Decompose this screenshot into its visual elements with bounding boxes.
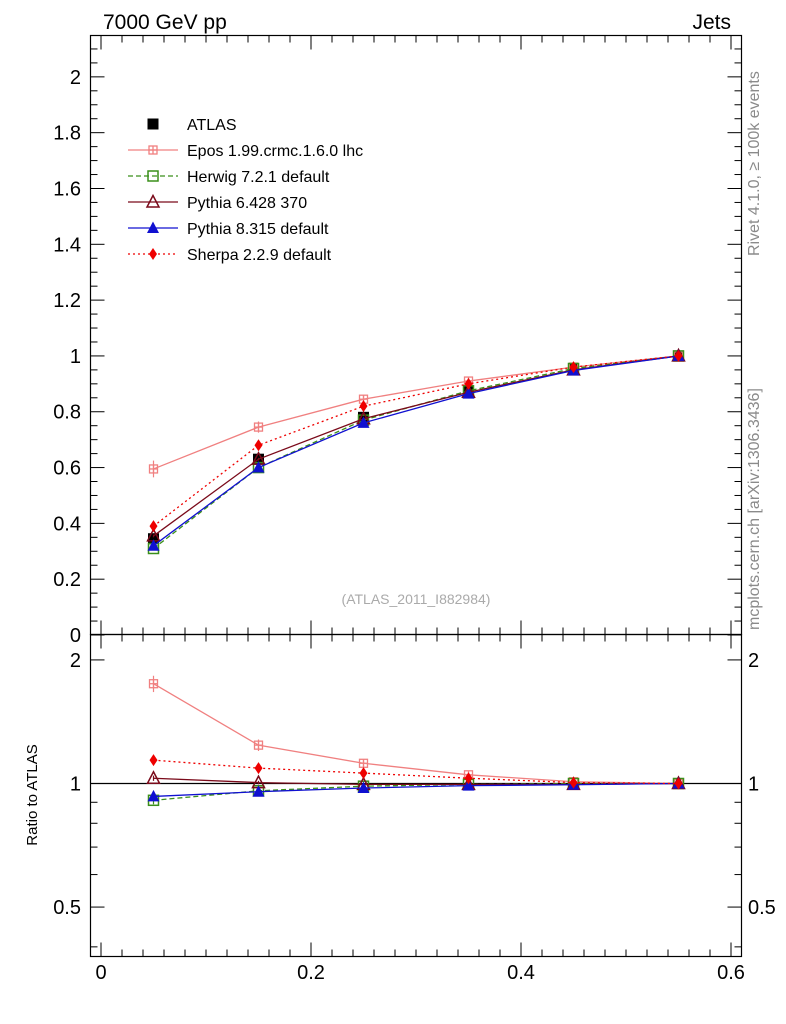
series-herwig (147, 350, 685, 555)
ratio-data-point (149, 754, 158, 767)
ratio-data-point (464, 772, 473, 785)
mcplots-reference-label: mcplots.cern.ch [arXiv:1306.3436] (746, 388, 763, 630)
ratio-data-point (254, 762, 263, 775)
legend-entry-epos: Epos 1.99.crmc.1.6.0 lhc (128, 143, 363, 160)
series-line-pythia8 (153, 355, 679, 547)
ratio-data-point (252, 785, 265, 797)
ratio-series-line-sherpa (153, 759, 679, 785)
legend-entry-pythia6: Pythia 6.428 370 (128, 193, 307, 212)
series-epos (148, 351, 684, 478)
legend-label: Herwig 7.2.1 default (187, 169, 330, 186)
ratio-data-point (146, 770, 161, 784)
series-line-epos (153, 355, 679, 470)
main-ytick-label: 1 (70, 346, 81, 368)
legend-label: Pythia 6.428 370 (187, 195, 307, 212)
legend-label: Sherpa 2.2.9 default (187, 247, 332, 264)
main-ytick-label: 2 (70, 67, 81, 89)
ratio-series-sherpa (149, 754, 683, 790)
legend-entry-sherpa: Sherpa 2.2.9 default (128, 247, 332, 264)
main-ytick-label: 0.4 (53, 513, 81, 535)
legend-entry-herwig: Herwig 7.2.1 default (128, 169, 330, 186)
main-plot-panel: 0 0.2 0.4 0.6 0.8 1 1.2 1.4 1.6 1.8 2 (53, 34, 743, 647)
legend-entry-atlas: ATLAS (147, 117, 237, 134)
main-ytick-label: 0 (70, 625, 81, 647)
legend-marker (145, 193, 161, 208)
ratio-data-point (674, 777, 683, 790)
data-point (149, 520, 158, 533)
xtick-label: 0.4 (507, 962, 535, 984)
ratio-ylabel: Ratio to ATLAS (24, 744, 41, 845)
legend-marker (147, 170, 159, 182)
ratio-ytick-label-right: 1 (748, 773, 759, 795)
main-ytick-label: 1.2 (53, 290, 81, 312)
ratio-data-point (357, 781, 370, 794)
ratio-ytick-label-right: 2 (748, 650, 759, 672)
main-ytick-label: 1.4 (53, 234, 81, 256)
series-pythia6 (146, 347, 686, 542)
ratio-data-point (462, 779, 475, 791)
ratio-series-epos (148, 675, 684, 789)
legend-entry-pythia8: Pythia 8.315 default (128, 221, 329, 238)
ratio-data-point (147, 789, 160, 802)
legend-label: Epos 1.99.crmc.1.6.0 lhc (187, 143, 363, 160)
title-left: 7000 GeV pp (103, 11, 227, 34)
main-ytick-label: 0.8 (53, 402, 81, 424)
legend-label: ATLAS (187, 117, 237, 134)
ratio-series-pythia8 (147, 776, 685, 802)
data-point (148, 464, 159, 474)
data-point (254, 439, 263, 452)
series-line-herwig (153, 355, 679, 550)
legend-marker (148, 145, 158, 155)
ratio-series-line-herwig (153, 782, 679, 801)
data-point (462, 387, 475, 399)
title-right: Jets (692, 11, 731, 34)
series-line-sherpa (153, 355, 679, 527)
ratio-series-line-pythia8 (153, 782, 679, 798)
xtick-label: 0 (95, 962, 106, 984)
ratio-ytick-label: 1 (70, 773, 81, 795)
watermark: (ATLAS_2011_I882984) (342, 591, 491, 607)
ratio-data-point (358, 758, 369, 768)
ratio-ytick-label-right: 0.5 (748, 897, 776, 919)
main-ytick-label: 1.6 (53, 178, 81, 200)
ratio-data-point (359, 767, 368, 780)
legend-marker (149, 248, 157, 260)
series-line-pythia6 (153, 355, 679, 537)
legend-label: Pythia 8.315 default (187, 221, 329, 238)
data-point (569, 361, 578, 374)
ratio-ytick-label: 0.5 (53, 897, 81, 919)
ratio-data-point (569, 776, 578, 789)
data-point (253, 422, 264, 432)
ratio-data-point (148, 679, 159, 689)
ratio-ytick-label: 2 (70, 650, 81, 672)
data-point (147, 539, 160, 551)
legend-marker (147, 118, 159, 130)
legend-marker (147, 221, 159, 233)
data-point (464, 377, 473, 390)
series-atlas (148, 350, 684, 545)
data-point (357, 416, 370, 428)
series-pythia8 (147, 349, 685, 551)
xtick-label: 0.6 (717, 962, 745, 984)
data-point (674, 349, 683, 362)
data-point (148, 533, 159, 545)
data-point (252, 461, 265, 473)
main-ytick-label: 0.2 (53, 569, 81, 591)
ratio-data-point (253, 740, 264, 750)
rivet-version-label: Rivet 4.1.0, ≥ 100k events (746, 71, 763, 256)
ratio-plot-panel: 0.5 0.5 1 1 2 2 Ratio to ATLAS 0 0.2 0.4 0.6 (24, 633, 776, 984)
main-ytick-label: 1.8 (53, 123, 81, 145)
data-point (359, 400, 368, 413)
ratio-series-line-epos (153, 683, 679, 785)
series-sherpa (149, 349, 683, 533)
main-ytick-label: 0.6 (53, 458, 81, 480)
legend: ATLAS Epos 1.99.crmc.1.6.0 lhc Herwig 7.2.… (128, 117, 363, 264)
xtick-label: 0.2 (297, 962, 325, 984)
